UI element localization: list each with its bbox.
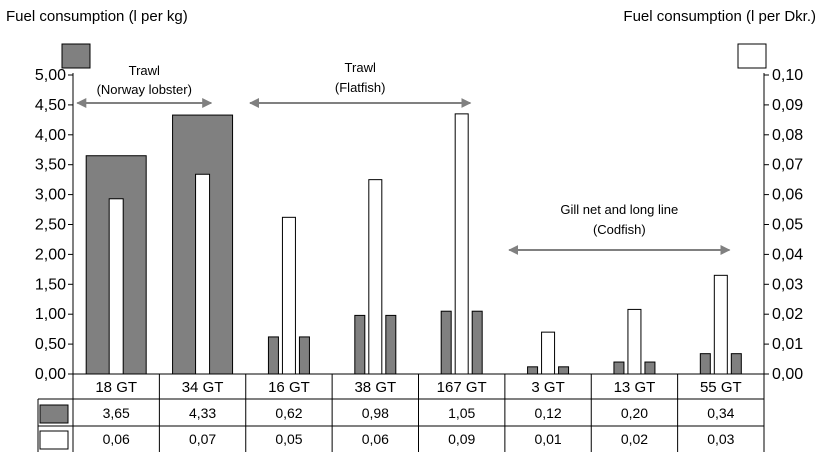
- bar-left-7-b: [730, 353, 742, 375]
- bar-left-2: [267, 336, 279, 375]
- category-label-2: 16 GT: [268, 379, 310, 396]
- left-tick-label-8: 4,00: [35, 127, 66, 144]
- bar-left-4-b: [471, 310, 483, 375]
- category-label-7: 55 GT: [700, 379, 742, 396]
- bar-right-0: [108, 198, 124, 375]
- right-tick-label-1: 0,01: [772, 336, 803, 353]
- category-label-1: 34 GT: [182, 379, 224, 396]
- bar-left-3-b: [385, 314, 397, 375]
- bar-right-6: [627, 308, 642, 375]
- table-right-value-0: 0,06: [103, 431, 130, 447]
- category-label-5: 3 GT: [531, 379, 564, 396]
- bar-left-6-b: [644, 361, 656, 375]
- category-label-6: 13 GT: [614, 379, 656, 396]
- annotation-1-line-0: Trawl: [345, 60, 376, 75]
- right-tick-label-9: 0,09: [772, 97, 803, 114]
- right-tick-label-2: 0,02: [772, 306, 803, 323]
- bar-left-7: [699, 353, 711, 375]
- table-left-value-6: 0,20: [621, 405, 648, 421]
- table-right-value-1: 0,07: [189, 431, 216, 447]
- bar-right-3: [368, 179, 383, 375]
- table-left-value-3: 0,98: [362, 405, 389, 421]
- right-tick-label-3: 0,03: [772, 276, 803, 293]
- left-tick-label-5: 2,50: [35, 217, 66, 234]
- left-tick-label-2: 1,00: [35, 306, 66, 323]
- table-left-value-1: 4,33: [189, 405, 216, 421]
- right-axis-title: Fuel consumption (l per Dkr.): [623, 8, 816, 25]
- legend-swatch-left-top: [61, 43, 91, 69]
- bar-right-1: [195, 173, 211, 375]
- bar-right-7: [713, 274, 728, 375]
- left-tick-label-4: 2,00: [35, 246, 66, 263]
- bar-right-2: [281, 216, 296, 375]
- category-label-0: 18 GT: [95, 379, 137, 396]
- table-left-value-2: 0,62: [275, 405, 302, 421]
- right-tick-label-4: 0,04: [772, 246, 803, 263]
- table-right-value-3: 0,06: [362, 431, 389, 447]
- table-left-value-4: 1,05: [448, 405, 475, 421]
- table-left-value-7: 0,34: [707, 405, 734, 421]
- annotation-2-line-1: (Codfish): [593, 222, 646, 237]
- right-tick-label-10: 0,10: [772, 67, 803, 84]
- table-right-value-2: 0,05: [275, 431, 302, 447]
- category-label-3: 38 GT: [354, 379, 396, 396]
- left-tick-label-10: 5,00: [35, 67, 66, 84]
- legend-swatch-right-top: [737, 43, 767, 69]
- right-tick-label-8: 0,08: [772, 127, 803, 144]
- annotation-0-line-0: Trawl: [129, 63, 160, 78]
- category-label-4: 167 GT: [437, 379, 487, 396]
- right-tick-label-7: 0,07: [772, 157, 803, 174]
- table-right-value-6: 0,02: [621, 431, 648, 447]
- bar-left-5: [527, 366, 539, 375]
- bar-right-4: [454, 113, 469, 375]
- right-tick-label-5: 0,05: [772, 217, 803, 234]
- bar-left-3: [354, 314, 366, 375]
- table-right-value-4: 0,09: [448, 431, 475, 447]
- bar-left-5-b: [558, 366, 570, 375]
- left-tick-label-9: 4,50: [35, 97, 66, 114]
- bar-left-2-b: [298, 336, 310, 375]
- left-tick-label-6: 3,00: [35, 187, 66, 204]
- table-left-value-5: 0,12: [534, 405, 561, 421]
- left-tick-label-0: 0,00: [35, 366, 66, 383]
- annotation-1-line-1: (Flatfish): [335, 80, 386, 95]
- left-tick-label-3: 1,50: [35, 276, 66, 293]
- annotation-2-line-0: Gill net and long line: [560, 202, 678, 217]
- bar-left-4: [440, 310, 452, 375]
- bar-left-6: [613, 361, 625, 375]
- table-right-value-5: 0,01: [534, 431, 561, 447]
- bar-right-5: [541, 331, 556, 375]
- table-left-value-0: 3,65: [103, 405, 130, 421]
- left-tick-label-7: 3,50: [35, 157, 66, 174]
- right-tick-label-6: 0,06: [772, 187, 803, 204]
- legend-swatch-right: [39, 430, 69, 450]
- left-axis-title: Fuel consumption (l per kg): [6, 8, 188, 25]
- annotation-0-line-1: (Norway lobster): [97, 82, 192, 97]
- table-right-value-7: 0,03: [707, 431, 734, 447]
- left-tick-label-1: 0,50: [35, 336, 66, 353]
- legend-swatch-left: [39, 404, 69, 424]
- right-tick-label-0: 0,00: [772, 366, 803, 383]
